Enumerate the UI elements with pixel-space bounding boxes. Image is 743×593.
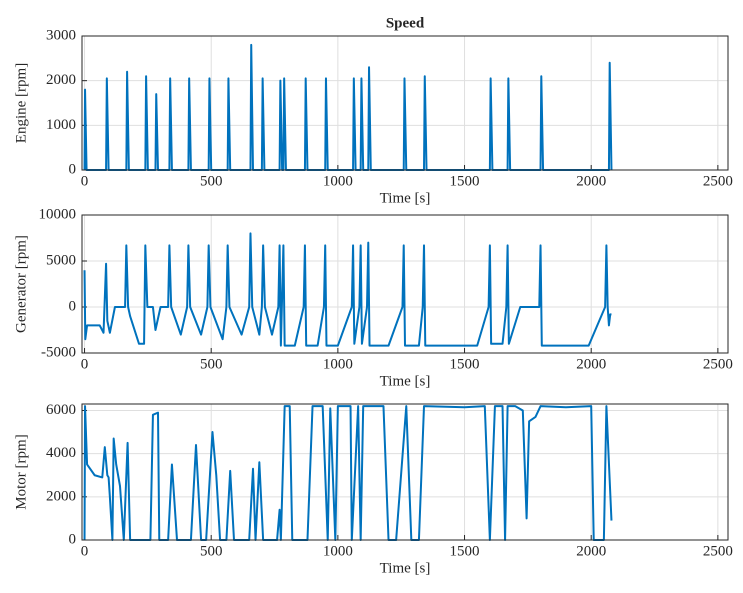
y-tick-label: 1000	[46, 117, 76, 133]
x-axis-label: Time [s]	[380, 560, 431, 576]
x-tick-label: 2500	[703, 173, 733, 189]
x-tick-label: 500	[200, 543, 223, 559]
x-tick-label: 1500	[450, 356, 480, 372]
axes-frame	[81, 403, 729, 541]
x-axis-label: Time [s]	[380, 190, 431, 206]
x-tick-label: 0	[81, 543, 89, 559]
y-tick-label: -5000	[41, 344, 76, 360]
y-axis-label: Motor [rpm]	[13, 434, 29, 509]
y-tick-label: 5000	[46, 252, 76, 268]
x-tick-label: 2000	[576, 543, 606, 559]
x-tick-label: 500	[200, 173, 223, 189]
axes-frame	[81, 214, 729, 354]
y-tick-label: 3000	[46, 27, 76, 43]
y-tick-label: 2000	[46, 72, 76, 88]
x-tick-label: 0	[81, 356, 89, 372]
y-axis-label: Generator [rpm]	[13, 235, 29, 333]
x-tick-label: 2000	[576, 356, 606, 372]
x-tick-label: 1000	[323, 356, 353, 372]
x-tick-label: 0	[81, 173, 89, 189]
y-tick-label: 0	[69, 298, 77, 314]
x-tick-label: 1000	[323, 173, 353, 189]
data-line	[83, 405, 613, 541]
x-tick-label: 1500	[450, 173, 480, 189]
y-tick-label: 0	[69, 161, 77, 177]
y-tick-label: 6000	[46, 402, 76, 418]
data-line	[83, 232, 612, 347]
y-axis-label: Engine [rpm]	[13, 63, 29, 143]
y-tick-label: 10000	[39, 206, 77, 222]
x-tick-label: 500	[200, 356, 223, 372]
x-tick-label: 1000	[323, 543, 353, 559]
x-axis-label: Time [s]	[380, 373, 431, 389]
x-tick-label: 2000	[576, 173, 606, 189]
y-tick-label: 4000	[46, 445, 76, 461]
axes-frame	[81, 35, 729, 171]
chart-title: Speed	[386, 15, 425, 31]
x-tick-label: 1500	[450, 543, 480, 559]
x-tick-label: 2500	[703, 356, 733, 372]
y-tick-label: 0	[69, 531, 77, 547]
x-tick-label: 2500	[703, 543, 733, 559]
y-tick-label: 2000	[46, 488, 76, 504]
